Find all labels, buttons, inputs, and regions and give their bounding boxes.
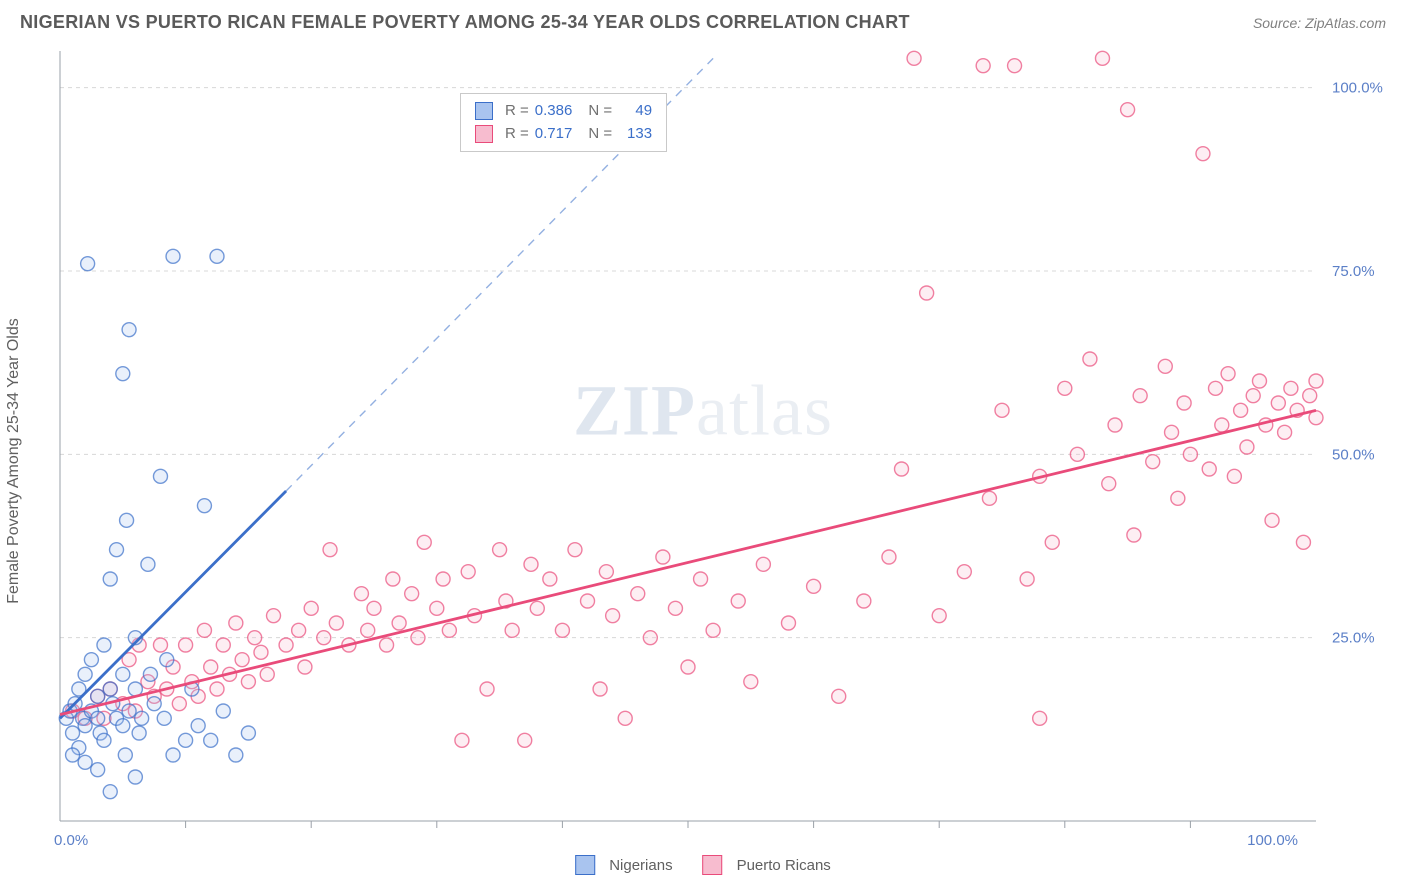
legend-item-nigerians: Nigerians bbox=[575, 855, 672, 875]
legend-row-nigerians: R = 0.386 N = 49 bbox=[475, 100, 652, 123]
series-legend: Nigerians Puerto Ricans bbox=[575, 855, 831, 875]
svg-text:25.0%: 25.0% bbox=[1332, 630, 1375, 647]
svg-text:0.0%: 0.0% bbox=[54, 832, 88, 849]
source-attribution: Source: ZipAtlas.com bbox=[1253, 15, 1386, 31]
svg-text:100.0%: 100.0% bbox=[1247, 832, 1298, 849]
source-prefix: Source: bbox=[1253, 15, 1305, 31]
legend-item-puertoricans: Puerto Ricans bbox=[703, 855, 831, 875]
svg-text:50.0%: 50.0% bbox=[1332, 446, 1375, 463]
svg-text:75.0%: 75.0% bbox=[1332, 263, 1375, 280]
nigerians-n-value: 49 bbox=[618, 100, 652, 123]
scatter-chart-svg: 25.0% 50.0% 75.0% 100.0% 0.0% 100.0% bbox=[0, 41, 1406, 881]
nigerians-r-value: 0.386 bbox=[535, 100, 573, 123]
legend-row-puertoricans: R = 0.717 N = 133 bbox=[475, 123, 652, 146]
series-name-nigerians: Nigerians bbox=[609, 857, 672, 874]
y-axis-label: Female Poverty Among 25-34 Year Olds bbox=[5, 318, 23, 604]
swatch-puertoricans bbox=[703, 855, 723, 875]
swatch-nigerians bbox=[575, 855, 595, 875]
svg-text:100.0%: 100.0% bbox=[1332, 80, 1383, 97]
stat-label-r: R = bbox=[505, 123, 529, 146]
chart-area: Female Poverty Among 25-34 Year Olds 25.… bbox=[0, 41, 1406, 881]
source-name: ZipAtlas.com bbox=[1305, 15, 1386, 31]
swatch-nigerians bbox=[475, 102, 493, 120]
stat-label-n: N = bbox=[588, 100, 612, 123]
stat-label-r: R = bbox=[505, 100, 529, 123]
series-name-puertoricans: Puerto Ricans bbox=[737, 857, 831, 874]
correlation-legend: R = 0.386 N = 49 R = 0.717 N = 133 bbox=[460, 93, 667, 152]
chart-header: NIGERIAN VS PUERTO RICAN FEMALE POVERTY … bbox=[0, 0, 1406, 41]
puertoricans-n-value: 133 bbox=[618, 123, 652, 146]
stat-label-n: N = bbox=[588, 123, 612, 146]
swatch-puertoricans bbox=[475, 125, 493, 143]
puertoricans-r-value: 0.717 bbox=[535, 123, 573, 146]
chart-title: NIGERIAN VS PUERTO RICAN FEMALE POVERTY … bbox=[20, 12, 910, 33]
